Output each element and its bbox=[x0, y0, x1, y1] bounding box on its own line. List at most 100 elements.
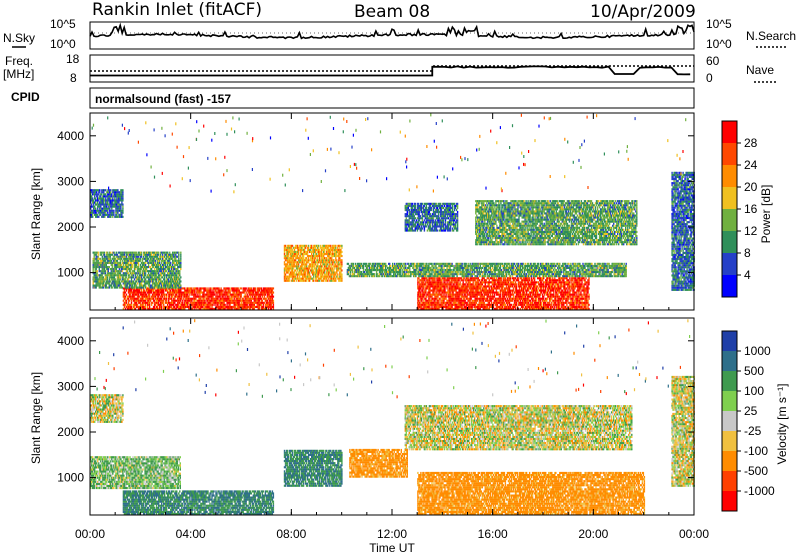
data-cell bbox=[195, 294, 196, 296]
data-cell bbox=[220, 287, 221, 289]
data-cell bbox=[285, 274, 286, 276]
data-cell bbox=[294, 249, 295, 251]
data-cell bbox=[319, 249, 320, 251]
data-cell bbox=[273, 287, 274, 289]
data-cell bbox=[164, 272, 165, 274]
data-cell bbox=[174, 298, 175, 300]
data-cell bbox=[482, 294, 483, 296]
data-cell bbox=[172, 264, 173, 266]
data-cell bbox=[443, 294, 444, 296]
data-cell bbox=[122, 260, 123, 262]
data-cell bbox=[138, 262, 139, 264]
data-cell bbox=[470, 281, 471, 283]
data-cell bbox=[122, 216, 123, 218]
data-cell bbox=[308, 245, 309, 247]
data-cell bbox=[172, 258, 173, 260]
data-cell bbox=[194, 292, 195, 294]
data-cell bbox=[141, 252, 142, 254]
data-cell bbox=[212, 290, 213, 292]
data-cell bbox=[135, 282, 136, 284]
data-cell bbox=[476, 302, 477, 304]
data-cell bbox=[163, 290, 164, 292]
data-cell bbox=[294, 272, 295, 274]
data-cell bbox=[144, 276, 145, 278]
data-cell bbox=[466, 306, 467, 308]
data-cell bbox=[429, 279, 430, 281]
data-cell bbox=[98, 216, 99, 218]
data-cell bbox=[147, 260, 148, 262]
data-cell bbox=[208, 298, 209, 300]
data-cell bbox=[159, 262, 160, 264]
data-cell bbox=[145, 285, 146, 287]
data-cell bbox=[332, 267, 333, 269]
data-cell bbox=[467, 287, 468, 289]
data-cell bbox=[296, 280, 297, 282]
data-cell bbox=[109, 208, 110, 210]
data-cell bbox=[125, 298, 126, 300]
data-cell bbox=[181, 296, 182, 298]
data-cell bbox=[246, 287, 247, 289]
data-cell bbox=[335, 278, 336, 280]
data-cell bbox=[157, 306, 158, 308]
data-cell bbox=[308, 247, 309, 249]
data-cell bbox=[105, 189, 106, 191]
data-cell bbox=[478, 290, 479, 292]
data-cell bbox=[107, 212, 108, 214]
data-cell bbox=[293, 267, 294, 269]
data-cell bbox=[338, 265, 339, 267]
data-cell bbox=[486, 287, 487, 289]
data-cell bbox=[92, 214, 93, 216]
data-cell bbox=[431, 296, 432, 298]
data-cell bbox=[313, 276, 314, 278]
data-cell bbox=[165, 260, 166, 262]
data-cell bbox=[285, 245, 286, 247]
data-cell bbox=[166, 258, 167, 260]
data-cell bbox=[104, 268, 105, 270]
data-cell bbox=[315, 251, 316, 253]
data-cell bbox=[273, 296, 274, 298]
data-cell bbox=[136, 264, 137, 266]
data-cell bbox=[112, 197, 113, 199]
data-cell bbox=[135, 268, 136, 270]
data-cell bbox=[131, 262, 132, 264]
data-cell bbox=[341, 274, 342, 276]
data-cell bbox=[491, 285, 492, 287]
data-cell bbox=[141, 276, 142, 278]
data-cell bbox=[493, 298, 494, 300]
data-cell bbox=[247, 304, 248, 306]
data-cell bbox=[335, 263, 336, 265]
data-cell bbox=[444, 287, 445, 289]
data-cell bbox=[115, 278, 116, 280]
data-cell bbox=[292, 269, 293, 271]
data-cell bbox=[133, 258, 134, 260]
data-cell bbox=[180, 260, 181, 262]
data-cell bbox=[143, 298, 144, 300]
data-cell bbox=[488, 294, 489, 296]
data-cell bbox=[221, 292, 222, 294]
data-cell bbox=[463, 279, 464, 281]
data-cell bbox=[333, 259, 334, 261]
data-cell bbox=[176, 294, 177, 296]
data-cell bbox=[162, 276, 163, 278]
data-cell bbox=[423, 300, 424, 302]
data-cell bbox=[298, 265, 299, 267]
data-cell bbox=[174, 306, 175, 308]
data-cell bbox=[136, 302, 137, 304]
data-cell bbox=[318, 274, 319, 276]
data-cell bbox=[105, 212, 106, 214]
data-cell bbox=[471, 298, 472, 300]
data-cell bbox=[145, 278, 146, 280]
data-cell bbox=[113, 214, 114, 216]
data-cell bbox=[429, 292, 430, 294]
data-cell bbox=[112, 216, 113, 218]
data-cell bbox=[114, 256, 115, 258]
data-cell bbox=[421, 300, 422, 302]
data-cell bbox=[240, 298, 241, 300]
data-cell bbox=[212, 304, 213, 306]
data-cell bbox=[135, 274, 136, 276]
data-cell bbox=[125, 292, 126, 294]
data-cell bbox=[164, 276, 165, 278]
data-cell bbox=[497, 304, 498, 306]
data-cell bbox=[322, 274, 323, 276]
data-cell bbox=[143, 256, 144, 258]
